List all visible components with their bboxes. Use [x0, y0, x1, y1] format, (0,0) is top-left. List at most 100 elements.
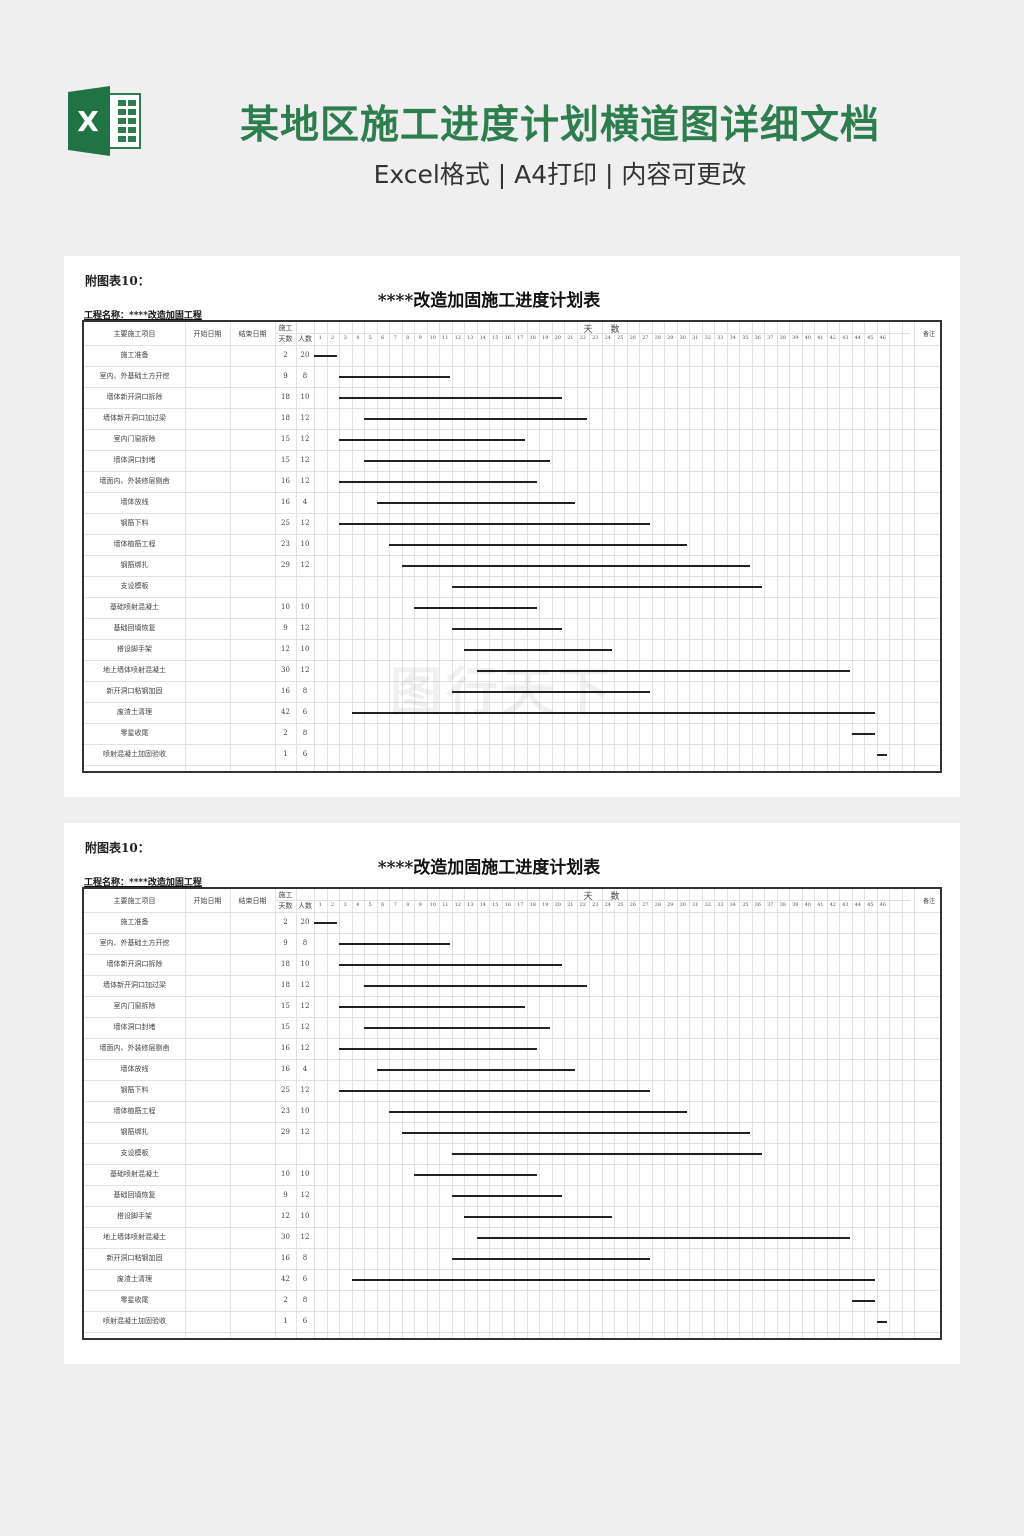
grid-line-vertical: [664, 889, 665, 1338]
grid-line-vertical: [564, 322, 565, 771]
day-number: 26: [629, 335, 636, 341]
day-number: 1: [318, 335, 322, 341]
grid-line-horizontal: [84, 555, 940, 556]
grid-line-vertical: [664, 322, 665, 771]
row-duration: 16: [281, 1254, 290, 1262]
grid-line-horizontal: [84, 1206, 940, 1207]
day-number: 6: [381, 335, 385, 341]
gantt-bar: [451, 1153, 762, 1155]
grid-line-vertical: [275, 322, 276, 771]
grid-line-vertical: [864, 322, 865, 771]
row-item: 喷射混凝土加固验收: [103, 750, 166, 758]
row-duration: [275, 1143, 296, 1164]
day-number: 39: [792, 902, 799, 908]
row-duration: 9: [283, 372, 288, 380]
grid-line-vertical: [626, 322, 628, 771]
row-workers: 12: [300, 456, 310, 464]
row-duration: 25: [281, 1086, 290, 1094]
row-duration: 2: [283, 918, 288, 926]
gantt-bar: [451, 586, 762, 588]
gantt-table: 主要施工项目 开始日期 结束日期 施工 天数 人数天 数备注 1 2 3 4 5 6 7 8 9 10 11 12…: [82, 887, 942, 1340]
grid-line-vertical: [676, 889, 678, 1338]
grid-line-vertical: [626, 889, 628, 1338]
row-workers: [296, 1143, 314, 1164]
grid-line-vertical: [589, 889, 590, 1338]
day-number: 15: [492, 335, 499, 341]
row-duration: 2: [283, 351, 288, 359]
grid-line-vertical: [539, 322, 540, 771]
row-duration: 42: [281, 1275, 290, 1283]
row-duration: 29: [281, 561, 290, 569]
gantt-bar: [876, 1321, 887, 1323]
gantt-bar: [401, 565, 750, 567]
header-days: 天 数: [583, 325, 620, 335]
day-number: 40: [804, 335, 811, 341]
gantt-bar: [464, 1216, 612, 1218]
day-number: 36: [754, 335, 761, 341]
grid-line-vertical: [739, 889, 740, 1338]
row-workers: 10: [300, 1170, 310, 1178]
row-duration: 25: [281, 519, 290, 527]
grid-line-vertical: [764, 322, 765, 771]
day-number: 29: [667, 902, 674, 908]
day-number: 35: [742, 902, 749, 908]
day-number: 5: [368, 902, 372, 908]
grid-line-vertical: [230, 322, 231, 771]
row-workers: 4: [302, 498, 308, 506]
gantt-bar: [389, 1111, 687, 1113]
row-item: 墙体洞口封堵: [113, 1023, 156, 1031]
grid-line-vertical: [364, 322, 365, 771]
grid-line-vertical: [501, 322, 503, 771]
day-number: 17: [517, 902, 524, 908]
day-number: 22: [579, 902, 586, 908]
grid-line-vertical: [185, 889, 186, 1338]
day-number: 19: [542, 902, 549, 908]
grid-line-vertical: [364, 889, 365, 1338]
grid-line-horizontal: [84, 639, 940, 640]
row-workers: 12: [300, 1044, 310, 1052]
gantt-bar: [314, 922, 337, 924]
grid-line-vertical: [801, 889, 803, 1338]
header-remarks: 备注: [922, 331, 935, 338]
grid-line-horizontal: [84, 975, 940, 976]
row-item: 钢筋下料: [120, 1086, 149, 1094]
grid-line-horizontal: [84, 1101, 940, 1102]
row-workers: 12: [300, 435, 310, 443]
grid-line-vertical: [326, 322, 328, 771]
row-duration: 16: [281, 1065, 290, 1073]
row-workers: 12: [300, 1002, 310, 1010]
row-item: 墙体放线: [120, 498, 149, 506]
grid-line-vertical: [401, 889, 403, 1338]
grid-line-vertical: [839, 322, 840, 771]
grid-line-horizontal: [84, 744, 940, 745]
row-duration: 30: [281, 1233, 290, 1241]
grid-line-vertical: [551, 889, 553, 1338]
header-workers: 人数: [298, 335, 312, 343]
row-item: 室内门窗拆除: [113, 435, 156, 443]
row-item: 基础喷射混凝土: [110, 603, 159, 611]
day-number: 13: [467, 335, 474, 341]
day-number: 8: [406, 902, 410, 908]
day-number: 20: [554, 902, 561, 908]
grid-line-vertical: [714, 889, 715, 1338]
grid-line-vertical: [389, 322, 390, 771]
row-workers: 4: [302, 1065, 308, 1073]
row-item: 钢筋下料: [120, 519, 149, 527]
grid-line-vertical: [889, 889, 890, 1338]
grid-line-vertical: [526, 322, 528, 771]
day-number: 22: [579, 335, 586, 341]
grid-line-horizontal: [84, 1185, 940, 1186]
gantt-bar: [339, 964, 562, 966]
grid-line-vertical: [901, 322, 903, 771]
row-workers: [296, 576, 314, 597]
gantt-bar: [339, 1090, 650, 1092]
row-duration: 23: [281, 1107, 290, 1115]
row-workers: 10: [300, 1212, 310, 1220]
day-number: 30: [679, 902, 686, 908]
grid-line-horizontal: [84, 1290, 940, 1291]
gantt-bar: [851, 1300, 875, 1302]
grid-line-vertical: [614, 322, 615, 771]
day-number: 27: [642, 902, 649, 908]
header-duration-top: 施工: [278, 891, 293, 899]
row-duration: 15: [281, 1023, 290, 1031]
